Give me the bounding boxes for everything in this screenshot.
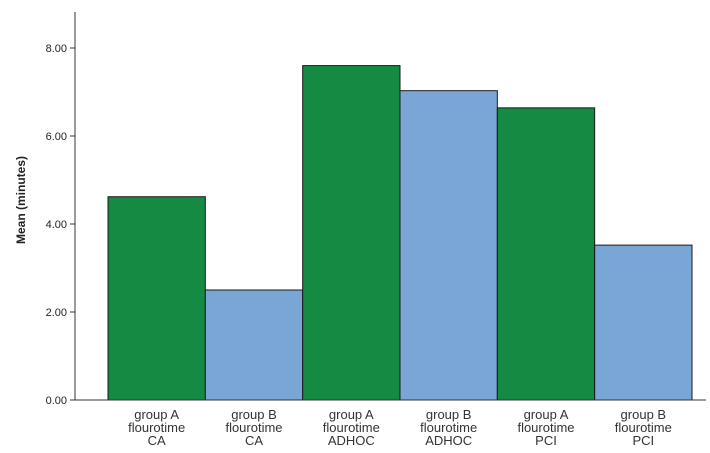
x-category-label-line: group A <box>134 407 179 422</box>
bar <box>302 65 401 401</box>
x-category-label-line: ADHOC <box>328 433 375 448</box>
x-category-label-line: CA <box>148 433 166 448</box>
y-tick-label: 6.00 <box>46 131 67 143</box>
bar <box>496 107 596 401</box>
x-category-label-line: group A <box>524 407 569 422</box>
bar <box>594 244 693 401</box>
x-category-label-line: group B <box>621 407 667 422</box>
x-category-label-line: flourotime <box>420 420 477 435</box>
x-category-label-line: flourotime <box>517 420 574 435</box>
x-category-label-line: flourotime <box>615 420 672 435</box>
y-tick-label: 8.00 <box>46 43 67 55</box>
bar <box>204 289 304 401</box>
x-category-label-line: flourotime <box>323 420 380 435</box>
x-category-label-line: CA <box>245 433 263 448</box>
bar <box>107 196 206 401</box>
x-category-label-line: PCI <box>632 433 654 448</box>
y-tick-label: 2.00 <box>46 307 67 319</box>
y-tick-label: 4.00 <box>46 219 67 231</box>
bars-layer <box>107 65 693 401</box>
x-category-label-line: flourotime <box>225 420 282 435</box>
x-category-label-line: group B <box>231 407 277 422</box>
y-axis-title: Mean (minutes) <box>14 156 28 244</box>
x-category-label-line: flourotime <box>128 420 185 435</box>
x-category-label-line: group B <box>426 407 472 422</box>
bar <box>399 90 498 401</box>
y-ticks: 0.00 2.00 4.00 6.00 8.00 <box>46 43 75 407</box>
y-tick-label: 0.00 <box>46 395 67 407</box>
x-category-label-line: PCI <box>535 433 557 448</box>
x-category-label-line: group A <box>329 407 374 422</box>
axes-layer <box>74 12 706 401</box>
x-category-label-line: ADHOC <box>425 433 472 448</box>
